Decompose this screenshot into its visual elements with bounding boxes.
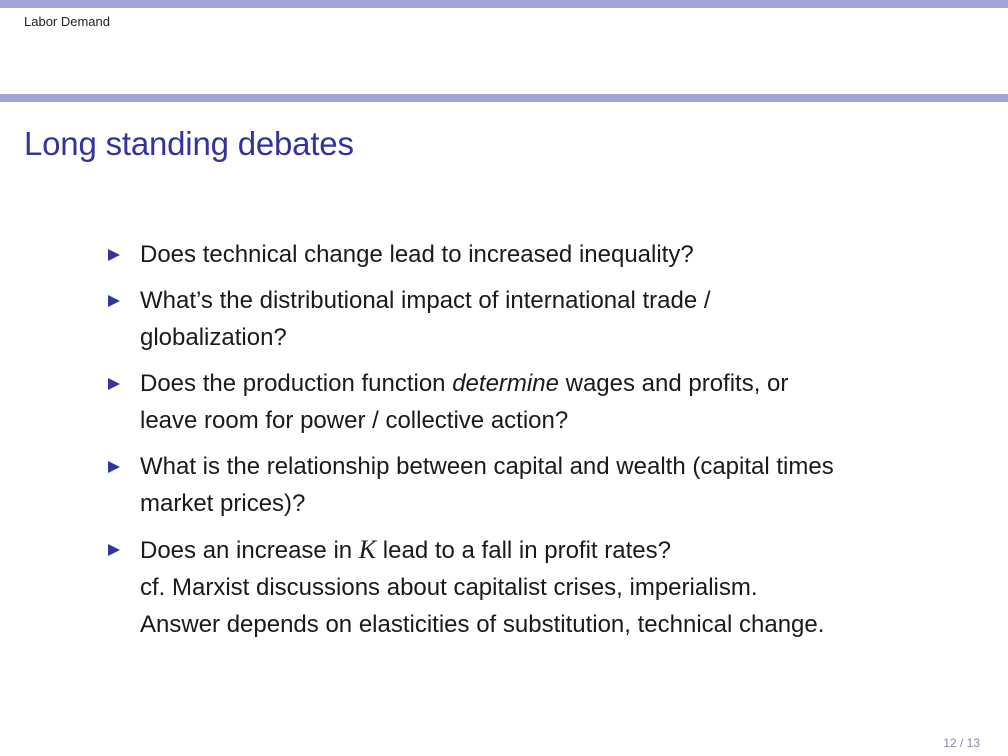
triangle-bullet-icon (108, 295, 120, 307)
bullet-item: Does an increase in K lead to a fall in … (108, 531, 968, 643)
bullet-text-continued: globalization? (140, 324, 287, 351)
title-divider-bar (0, 94, 1008, 102)
bullet-text: wages and profits, or (558, 370, 789, 397)
bullet-text-continued: leave room for power / collective action… (140, 407, 569, 434)
slide-title: Long standing debates (24, 125, 354, 162)
bullet-item: What is the relationship between capital… (108, 448, 968, 522)
bullet-text: What’s the distributional impact of inte… (140, 287, 711, 314)
bullet-item: What’s the distributional impact of inte… (108, 282, 968, 356)
bullet-item: Does the production function determine w… (108, 365, 968, 439)
bullet-text: What is the relationship between capital… (140, 453, 834, 480)
bullet-text-continued: Answer depends on elasticities of substi… (140, 611, 825, 638)
bullet-text-continued: cf. Marxist discussions about capitalist… (140, 574, 758, 601)
top-header-bar (0, 0, 1008, 8)
bullet-text: Does the production function (140, 370, 453, 397)
triangle-bullet-icon (108, 544, 120, 556)
bullet-text: Does an increase in (140, 537, 359, 564)
triangle-bullet-icon (108, 378, 120, 390)
triangle-bullet-icon (108, 461, 120, 473)
bullet-text: Does technical change lead to increased … (140, 241, 694, 268)
triangle-bullet-icon (108, 249, 120, 261)
bullet-item: Does technical change lead to increased … (108, 236, 968, 273)
bullet-list: Does technical change lead to increased … (108, 236, 968, 652)
section-header: Labor Demand (24, 14, 110, 29)
page-number: 12 / 13 (943, 736, 980, 750)
bullet-text-continued: market prices)? (140, 490, 306, 517)
math-variable: K (358, 535, 377, 564)
bullet-text: lead to a fall in profit rates? (376, 537, 671, 564)
emphasized-word: determine (452, 370, 559, 397)
